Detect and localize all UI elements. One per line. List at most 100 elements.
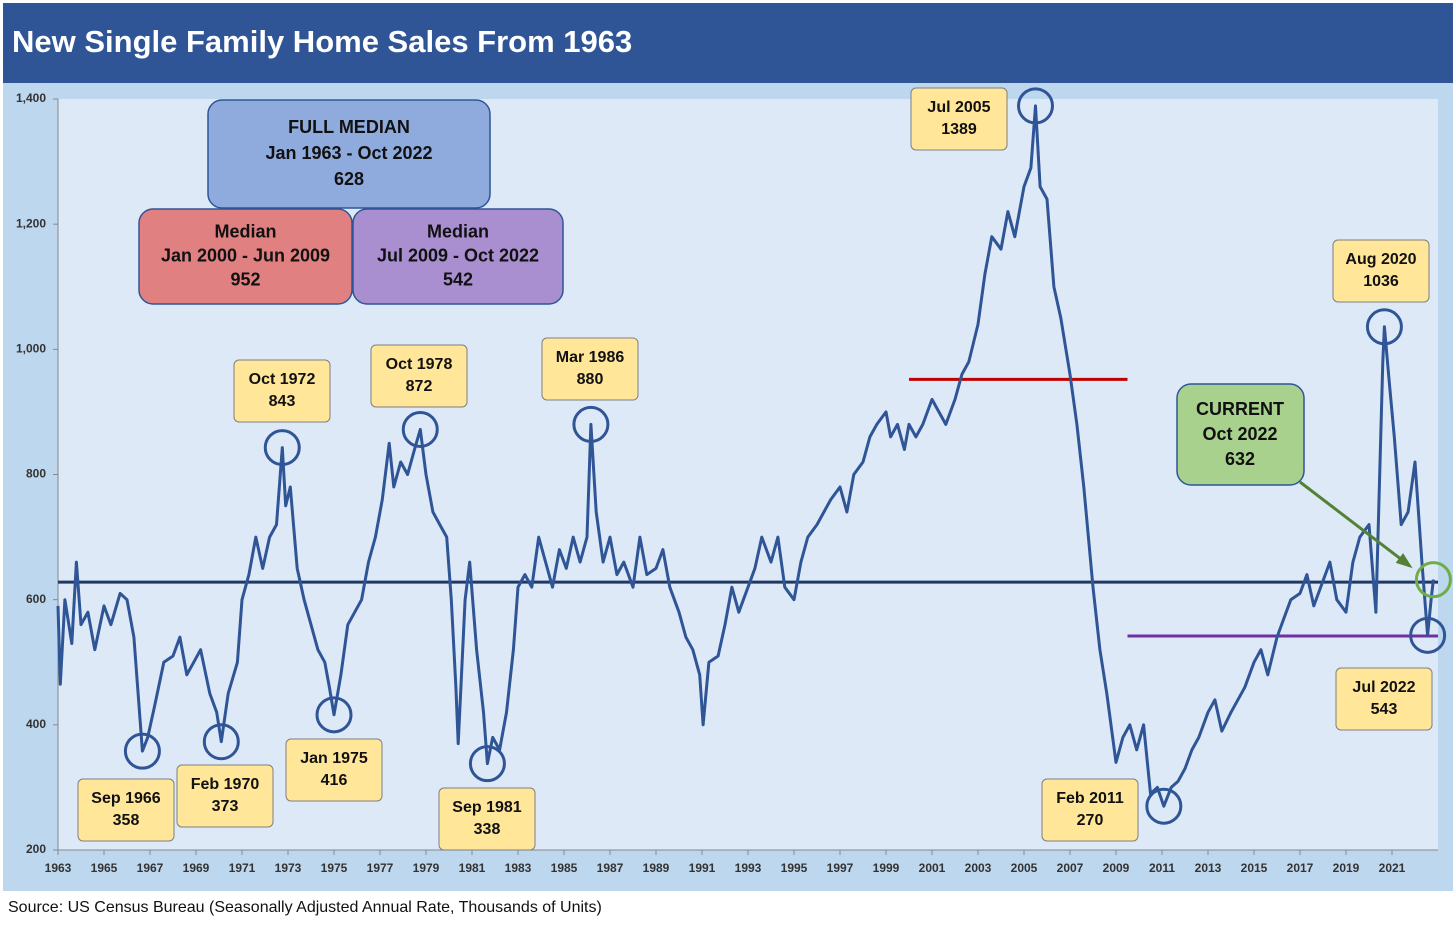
annotation-label: Jan 1975 xyxy=(300,750,368,767)
highlight-circle xyxy=(123,732,161,770)
median-title: FULL MEDIAN xyxy=(288,117,410,137)
annotation-box xyxy=(176,764,274,828)
x-tick-label: 1983 xyxy=(505,861,532,875)
x-tick-label: 2011 xyxy=(1149,861,1175,875)
y-tick-label: 400 xyxy=(26,717,46,731)
y-tick-label: 1,400 xyxy=(16,91,46,105)
annotation-label: Sep 1981 xyxy=(452,799,521,816)
x-tick-label: 1987 xyxy=(597,861,624,875)
annotation-box xyxy=(285,738,383,802)
source: Source: US Census Bureau (Seasonally Adj… xyxy=(8,899,602,916)
current-circle xyxy=(1414,561,1452,599)
x-tick-label: 1975 xyxy=(321,861,348,875)
median-value: 628 xyxy=(334,169,364,189)
annotation-box xyxy=(370,344,468,408)
x-tick-label: 2019 xyxy=(1333,861,1360,875)
x-tick-label: 1965 xyxy=(91,861,118,875)
annotation-label: Feb 2011 xyxy=(1056,790,1124,807)
x-tick-label: 2003 xyxy=(965,861,992,875)
annotation-box xyxy=(541,337,639,401)
current-title: CURRENT xyxy=(1196,399,1284,419)
median-value: 542 xyxy=(443,269,473,289)
annotation-box xyxy=(233,359,331,423)
x-tick-label: 1977 xyxy=(367,861,394,875)
annotation-label: Aug 2020 xyxy=(1345,251,1416,268)
x-tick-label: 1991 xyxy=(689,861,716,875)
x-tick-label: 1963 xyxy=(45,861,72,875)
annotation-label: Jul 2005 xyxy=(927,99,990,116)
annotation-value: 338 xyxy=(474,821,501,838)
median-box xyxy=(138,208,353,305)
median-period: Jan 1963 - Oct 2022 xyxy=(265,143,432,163)
annotation-box xyxy=(1335,667,1433,731)
x-tick-label: 1979 xyxy=(413,861,440,875)
y-tick-label: 600 xyxy=(26,592,46,606)
x-tick-label: 1973 xyxy=(275,861,302,875)
x-tick-label: 1969 xyxy=(183,861,210,875)
x-tick-label: 2021 xyxy=(1379,861,1406,875)
x-tick-label: 1999 xyxy=(873,861,900,875)
y-tick-label: 1,200 xyxy=(16,216,46,230)
x-tick-label: 2013 xyxy=(1195,861,1222,875)
y-tick-label: 200 xyxy=(26,842,46,856)
title-band xyxy=(3,3,1453,83)
x-tick-label: 1985 xyxy=(551,861,578,875)
annotation-label: Oct 1978 xyxy=(386,356,453,373)
annotation-value: 416 xyxy=(321,772,348,789)
median-period: Jul 2009 - Oct 2022 xyxy=(377,245,539,265)
x-tick-label: 2017 xyxy=(1287,861,1314,875)
annotation-box xyxy=(910,87,1008,151)
x-tick-label: 2015 xyxy=(1241,861,1268,875)
x-tick-label: 1993 xyxy=(735,861,762,875)
median-title: Median xyxy=(427,221,489,241)
current-label: Oct 2022 xyxy=(1202,424,1277,444)
highlight-circle xyxy=(1409,616,1447,654)
highlight-circle xyxy=(401,410,439,448)
highlight-circle xyxy=(1365,308,1403,346)
annotation-value: 373 xyxy=(212,798,239,815)
x-tick-label: 2005 xyxy=(1011,861,1038,875)
annotation-box xyxy=(77,778,175,842)
x-tick-label: 1967 xyxy=(137,861,164,875)
highlight-circle xyxy=(1145,787,1183,825)
current-value: 632 xyxy=(1225,449,1255,469)
annotation-label: Mar 1986 xyxy=(556,349,625,366)
arrow-shaft xyxy=(1299,480,1411,567)
annotation-label: Jul 2022 xyxy=(1352,679,1415,696)
x-tick-label: 1989 xyxy=(643,861,670,875)
annotation-value: 1036 xyxy=(1363,273,1399,290)
median-box xyxy=(352,208,564,305)
annotation-value: 880 xyxy=(577,371,604,388)
x-tick-label: 2001 xyxy=(919,861,946,875)
median-period: Jan 2000 - Jun 2009 xyxy=(161,245,330,265)
median-box xyxy=(207,99,491,209)
series-line xyxy=(56,104,1435,808)
annotation-box xyxy=(1332,239,1430,303)
highlight-circle xyxy=(202,723,240,761)
annotation-value: 358 xyxy=(113,812,140,829)
x-tick-label: 1997 xyxy=(827,861,854,875)
y-tick-label: 800 xyxy=(26,467,46,481)
current-box xyxy=(1176,383,1305,486)
x-tick-label: 1981 xyxy=(459,861,486,875)
annotation-label: Feb 1970 xyxy=(191,776,260,793)
y-tick-label: 1,000 xyxy=(16,342,46,356)
x-tick-label: 1971 xyxy=(229,861,256,875)
median-value: 952 xyxy=(230,269,260,289)
annotation-label: Sep 1966 xyxy=(91,790,160,807)
x-tick-label: 2007 xyxy=(1057,861,1084,875)
highlight-circle xyxy=(263,429,301,467)
x-tick-label: 2009 xyxy=(1103,861,1130,875)
annotation-value: 843 xyxy=(269,393,296,410)
annotation-value: 1389 xyxy=(941,121,977,138)
highlight-circle xyxy=(572,405,610,443)
highlight-circle xyxy=(1017,87,1054,125)
highlight-circle xyxy=(468,745,506,783)
highlight-circle xyxy=(315,696,353,734)
annotation-value: 270 xyxy=(1077,812,1104,829)
annotation-value: 543 xyxy=(1371,701,1398,718)
annotation-value: 872 xyxy=(406,378,433,395)
x-tick-label: 1995 xyxy=(781,861,808,875)
